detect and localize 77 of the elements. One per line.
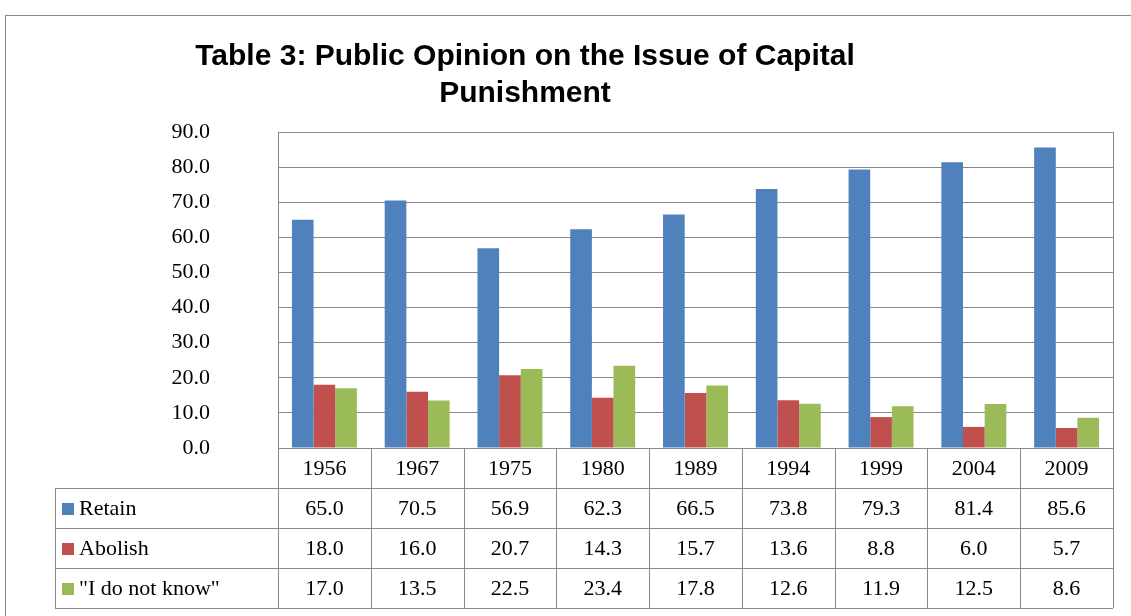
data-label: 23.4: [583, 574, 622, 600]
x-tick-label: 1956: [302, 454, 347, 480]
bar: [755, 188, 778, 448]
data-label: 13.6: [769, 534, 808, 560]
data-label: 18.0: [305, 534, 344, 560]
bar: [313, 384, 336, 448]
data-label: 5.7: [1052, 534, 1081, 560]
legend-label: Retain: [79, 494, 137, 520]
bar: [963, 426, 985, 448]
bar: [870, 417, 892, 448]
bar: [570, 229, 592, 448]
data-label: 16.0: [397, 534, 437, 560]
data-label: 70.5: [397, 494, 437, 520]
data-label: 17.0: [305, 574, 344, 600]
y-tick-label: 60.0: [171, 223, 210, 249]
bar: [520, 369, 543, 448]
data-label: 13.5: [397, 574, 437, 600]
chart-title: Table 3: Public Opinion on the Issue of Capital Punishment: [194, 37, 856, 110]
data-label: 62.3: [583, 494, 622, 520]
x-tick-label: 1975: [487, 454, 532, 480]
bar: [1055, 427, 1078, 448]
data-label: 12.5: [954, 574, 994, 600]
y-tick-label: 10.0: [171, 398, 210, 424]
y-tick-label: 20.0: [171, 363, 210, 389]
bar: [799, 403, 821, 448]
bar: [941, 162, 964, 448]
x-tick-label: 2009: [1044, 454, 1089, 480]
bar: [613, 365, 636, 448]
data-label: 85.6: [1047, 494, 1086, 520]
bar: [777, 400, 800, 448]
bar: [427, 400, 450, 448]
y-tick-label: 30.0: [171, 328, 210, 354]
data-label: 15.7: [676, 534, 715, 560]
y-tick-label: 90.0: [171, 117, 210, 143]
bar: [335, 388, 357, 448]
bar: [891, 406, 914, 448]
data-label: 14.3: [583, 534, 622, 560]
x-tick-label: 1994: [766, 454, 811, 480]
legend-label: Abolish: [79, 534, 149, 560]
bar: [499, 375, 521, 448]
bar: [984, 404, 1007, 448]
y-tick-label: 70.0: [171, 188, 210, 213]
bar: [848, 169, 871, 448]
x-tick-label: 1999: [859, 454, 904, 480]
data-label: 56.9: [490, 494, 530, 520]
bar: [706, 385, 728, 448]
bar: [291, 219, 314, 448]
x-tick-label: 1989: [673, 454, 718, 480]
data-label: 8.8: [867, 534, 895, 560]
x-tick-label: 1980: [580, 454, 625, 480]
data-label: 20.7: [490, 534, 530, 560]
x-tick-label: 1967: [395, 454, 440, 480]
bar: [477, 248, 500, 448]
data-label: 79.3: [861, 494, 901, 520]
data-label: 65.0: [305, 494, 344, 520]
data-label: 73.8: [769, 494, 808, 520]
bar: [406, 391, 428, 448]
data-label: 66.5: [676, 494, 715, 520]
y-tick-label: 80.0: [171, 152, 210, 178]
data-label: 6.0: [960, 534, 988, 560]
data-label: 8.6: [1052, 574, 1081, 600]
legend-label: "I do not know": [79, 574, 220, 600]
data-label: 81.4: [954, 494, 994, 520]
y-tick-label: 0.0: [182, 433, 210, 459]
bar: [684, 392, 707, 448]
bar: [663, 214, 685, 448]
data-label: 17.8: [676, 574, 715, 600]
data-label: 22.5: [490, 574, 530, 600]
data-label: 12.6: [769, 574, 808, 600]
bar: [384, 200, 407, 448]
x-tick-label: 2004: [951, 454, 996, 480]
data-label: 11.9: [862, 574, 900, 600]
y-tick-label: 40.0: [171, 293, 210, 319]
bar: [1034, 147, 1056, 448]
bar: [591, 397, 614, 448]
y-tick-label: 50.0: [171, 258, 210, 284]
bar: [1077, 417, 1100, 448]
